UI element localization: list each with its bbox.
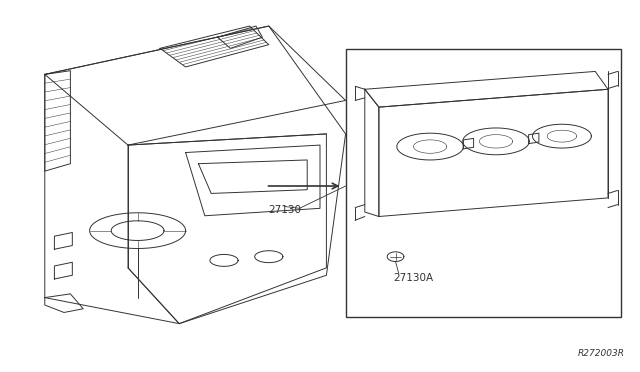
Text: R272003R: R272003R (578, 349, 625, 358)
Text: 27130: 27130 (268, 205, 301, 215)
Bar (346, 49, 621, 317)
Text: 27130A: 27130A (394, 273, 433, 283)
